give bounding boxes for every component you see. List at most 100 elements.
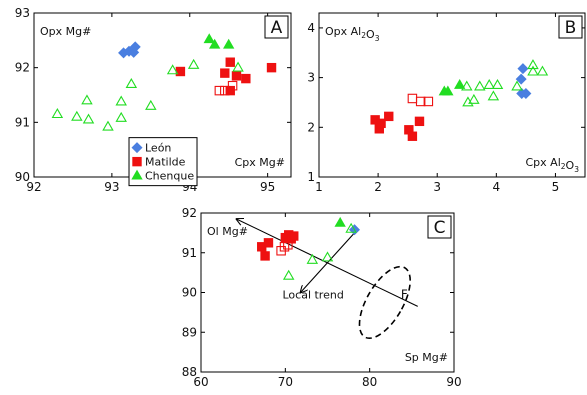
data-point-matilde-square-open bbox=[279, 242, 290, 252]
y-tick-label: 92 bbox=[182, 206, 197, 220]
data-point-matilde-square-filled bbox=[263, 238, 274, 248]
data-point-chenque-triangle-open bbox=[51, 108, 64, 119]
data-point-chenque-triangle-open bbox=[282, 269, 295, 280]
y-tick-label: 90 bbox=[182, 286, 197, 300]
data-point-chenque-triangle-open bbox=[187, 58, 200, 69]
data-point-len-diamond-filled bbox=[520, 88, 532, 100]
data-point-chenque-triangle-open bbox=[468, 93, 480, 104]
panel-label: A bbox=[271, 18, 283, 38]
panel-b: 1 2 3 4 5 1 2 3 4 B Opx Al2O3 Cpx Al2O3 bbox=[307, 12, 586, 194]
panel-label: B bbox=[565, 18, 577, 38]
x-tick-label: 1 bbox=[315, 180, 323, 194]
trend-line-f-label: F bbox=[401, 287, 408, 301]
data-point-chenque-triangle-open bbox=[536, 65, 549, 76]
x-tick-label: 2 bbox=[374, 180, 382, 194]
data-point-matilde-square-filled bbox=[225, 57, 235, 67]
local-trend-label: Local trend bbox=[282, 288, 343, 301]
data-point-matilde-square-open bbox=[283, 240, 293, 250]
y-tick-label: 1 bbox=[307, 170, 315, 184]
legend-marker bbox=[131, 169, 143, 180]
x-tick-label: 93 bbox=[104, 180, 119, 194]
data-point-len-diamond-filled bbox=[515, 73, 527, 85]
panel-label-box bbox=[558, 15, 583, 39]
data-point-matilde-square-filled bbox=[241, 73, 251, 84]
data-point-chenque-triangle-filled bbox=[454, 79, 466, 89]
legend-label: Matilde bbox=[145, 156, 186, 169]
y-tick-label: 93 bbox=[15, 6, 30, 20]
data-point-matilde-square-open bbox=[407, 93, 418, 104]
panel-label: C bbox=[434, 218, 446, 238]
data-point-matilde-square-filled bbox=[266, 62, 277, 73]
data-point-chenque-triangle-open bbox=[115, 111, 127, 122]
data-point-chenque-triangle-filled bbox=[203, 33, 215, 44]
y-tick-label: 88 bbox=[182, 365, 197, 379]
y-axis-label: Ol Mg# bbox=[207, 225, 248, 238]
plot-frame bbox=[318, 12, 586, 178]
data-point-matilde-square-open bbox=[415, 96, 426, 107]
data-point-chenque-triangle-filled bbox=[442, 85, 454, 96]
legend-marker bbox=[132, 156, 142, 167]
y-tick-label: 89 bbox=[182, 325, 197, 339]
data-point-matilde-square-open bbox=[214, 85, 225, 96]
data-point-chenque-triangle-open bbox=[115, 95, 127, 106]
data-point-chenque-triangle-open bbox=[232, 61, 244, 72]
data-point-chenque-triangle-open bbox=[474, 80, 486, 91]
x-axis-label: Cpx Mg# bbox=[235, 156, 285, 169]
data-point-chenque-triangle-open bbox=[483, 78, 495, 89]
data-point-chenque-triangle-open bbox=[166, 64, 179, 75]
data-point-chenque-triangle-open bbox=[345, 222, 357, 233]
y-tick-label: 2 bbox=[307, 120, 315, 134]
panel-label-box bbox=[427, 215, 452, 239]
data-point-len-diamond-filled bbox=[517, 63, 529, 75]
data-point-chenque-triangle-open bbox=[71, 110, 83, 121]
y-tick-label: 3 bbox=[307, 71, 315, 85]
y-tick-label: 92 bbox=[15, 61, 30, 75]
y-tick-label: 4 bbox=[307, 21, 315, 35]
field-ellipse bbox=[358, 265, 412, 340]
data-point-chenque-triangle-open bbox=[125, 77, 138, 88]
data-point-chenque-triangle-open bbox=[491, 78, 504, 89]
data-point-chenque-triangle-open bbox=[102, 120, 114, 131]
x-axis-label: Cpx Al2O3 bbox=[525, 156, 579, 174]
data-point-matilde-square-open bbox=[227, 80, 238, 91]
x-tick-label: 5 bbox=[552, 180, 560, 194]
data-point-matilde-square-filled bbox=[376, 118, 386, 129]
data-point-matilde-square-filled bbox=[414, 116, 425, 127]
data-point-matilde-square-filled bbox=[384, 111, 394, 122]
data-point-matilde-square-filled bbox=[407, 131, 418, 141]
data-point-chenque-triangle-open bbox=[145, 99, 157, 110]
data-point-chenque-triangle-open bbox=[321, 251, 334, 262]
x-tick-label: 80 bbox=[362, 375, 377, 389]
data-point-chenque-triangle-filled bbox=[209, 38, 221, 49]
x-tick-label: 60 bbox=[193, 375, 208, 389]
panel-label-box bbox=[264, 15, 289, 39]
legend-marker bbox=[131, 142, 143, 154]
data-point-chenque-triangle-open bbox=[461, 80, 473, 91]
x-tick-label: 92 bbox=[26, 180, 41, 194]
data-point-matilde-square-filled bbox=[175, 66, 186, 77]
data-point-chenque-triangle-open bbox=[527, 59, 539, 70]
x-tick-label: 70 bbox=[278, 375, 293, 389]
data-point-chenque-triangle-open bbox=[527, 65, 539, 76]
y-tick-label: 91 bbox=[182, 246, 197, 260]
data-point-matilde-square-open bbox=[220, 85, 230, 96]
data-point-matilde-square-filled bbox=[225, 85, 235, 96]
data-point-chenque-triangle-open bbox=[81, 94, 93, 105]
y-axis-label: Opx Al2O3 bbox=[325, 25, 380, 43]
x-axis-label: Sp Mg# bbox=[405, 351, 448, 364]
legend-label: Chenque bbox=[145, 170, 194, 183]
y-tick-label: 91 bbox=[15, 115, 30, 129]
x-tick-label: 4 bbox=[493, 180, 501, 194]
data-point-matilde-square-filled bbox=[260, 251, 270, 261]
data-point-matilde-square-filled bbox=[289, 231, 299, 241]
data-point-chenque-triangle-filled bbox=[334, 216, 346, 227]
data-point-chenque-triangle-filled bbox=[223, 38, 235, 49]
data-point-matilde-square-filled bbox=[220, 68, 230, 78]
panel-c: 60 70 80 90 88 89 90 91 92 C Ol Mg# Sp Mg# F Local tr… bbox=[182, 206, 462, 389]
data-point-chenque-triangle-open bbox=[306, 253, 319, 264]
data-point-chenque-triangle-open bbox=[511, 80, 523, 91]
